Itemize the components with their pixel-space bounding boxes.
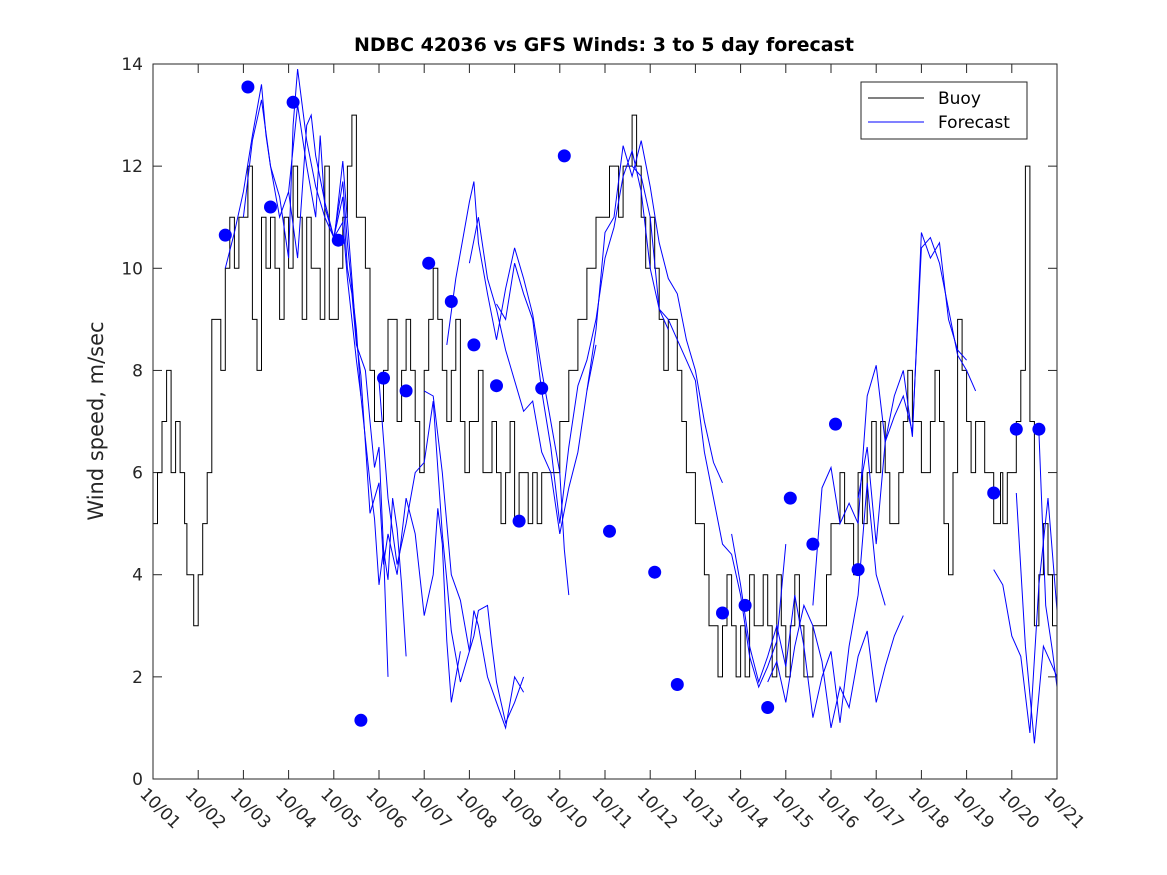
forecast-markers bbox=[218, 80, 1046, 727]
forecast-line bbox=[242, 69, 389, 677]
buoy-line bbox=[153, 114, 1058, 678]
chart-title: NDBC 42036 vs GFS Winds: 3 to 5 day fore… bbox=[354, 34, 854, 56]
forecast-line bbox=[731, 482, 886, 723]
forecast-marker bbox=[286, 95, 300, 109]
forecast-line bbox=[446, 181, 570, 596]
y-tick-label: 12 bbox=[121, 157, 143, 177]
y-tick-label: 10 bbox=[121, 259, 143, 279]
forecast-marker bbox=[377, 371, 390, 385]
forecast-line bbox=[288, 104, 407, 657]
forecast-marker bbox=[716, 606, 729, 620]
legend: Buoy Forecast bbox=[860, 81, 1028, 140]
forecast-line bbox=[993, 498, 1058, 734]
y-tick-label: 2 bbox=[132, 668, 143, 688]
forecast-marker bbox=[829, 417, 842, 431]
forecast-marker bbox=[783, 491, 797, 505]
forecast-marker bbox=[670, 678, 684, 691]
forecast-marker bbox=[1032, 422, 1046, 436]
y-tick-label: 4 bbox=[132, 566, 143, 586]
forecast-marker bbox=[557, 149, 571, 163]
forecast-line bbox=[1038, 431, 1058, 688]
forecast-line bbox=[423, 390, 525, 725]
forecast-series-group bbox=[224, 69, 1058, 744]
buoy-series bbox=[153, 114, 1058, 678]
forecast-marker bbox=[218, 228, 232, 242]
forecast-line bbox=[586, 140, 723, 484]
legend-forecast-label: Forecast bbox=[938, 113, 1010, 133]
forecast-line bbox=[767, 603, 904, 729]
forecast-line bbox=[496, 148, 669, 524]
forecast-marker bbox=[399, 384, 413, 398]
forecast-marker bbox=[444, 295, 458, 308]
forecast-line bbox=[812, 232, 967, 606]
forecast-marker bbox=[761, 701, 775, 714]
legend-box bbox=[860, 81, 1028, 140]
forecast-marker bbox=[648, 565, 662, 579]
forecast-marker bbox=[422, 256, 436, 270]
y-tick-label: 0 bbox=[132, 770, 143, 790]
legend-buoy-label: Buoy bbox=[938, 89, 981, 109]
forecast-line bbox=[1015, 492, 1058, 744]
forecast-marker bbox=[806, 537, 820, 551]
forecast-marker bbox=[467, 338, 481, 352]
forecast-marker bbox=[512, 514, 526, 528]
forecast-line bbox=[378, 380, 525, 730]
forecast-marker bbox=[490, 379, 503, 393]
forecast-line bbox=[333, 160, 461, 703]
y-axis-label: Wind speed, m/sec bbox=[84, 321, 108, 520]
forecast-marker bbox=[603, 524, 616, 538]
forecast-marker bbox=[1009, 422, 1023, 436]
forecast-marker bbox=[851, 563, 865, 577]
y-tick-label: 8 bbox=[132, 361, 143, 381]
forecast-line bbox=[631, 165, 787, 689]
forecast-line bbox=[857, 236, 977, 545]
forecast-marker bbox=[354, 713, 368, 727]
forecast-marker bbox=[987, 486, 1001, 500]
y-tick-label: 14 bbox=[121, 55, 143, 75]
forecast-marker bbox=[331, 233, 345, 247]
forecast-marker bbox=[264, 200, 277, 214]
forecast-marker bbox=[738, 598, 752, 612]
y-tick-label: 6 bbox=[132, 464, 143, 484]
forecast-marker bbox=[535, 381, 549, 395]
forecast-marker bbox=[241, 80, 255, 94]
axes-box bbox=[152, 63, 1058, 780]
forecast-line bbox=[224, 84, 362, 397]
forecast-line bbox=[468, 217, 597, 534]
